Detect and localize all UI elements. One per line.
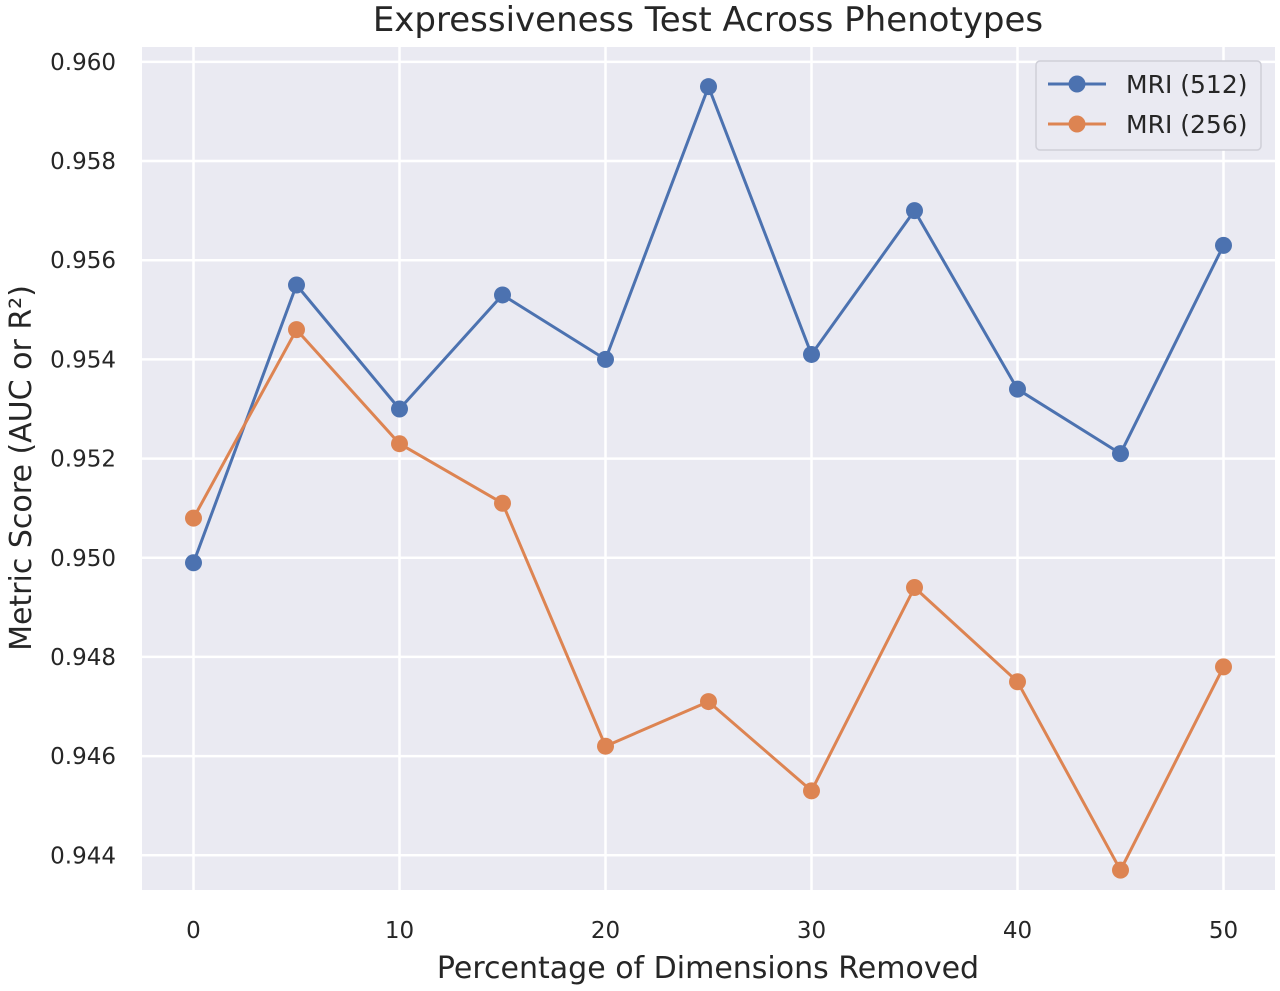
data-point-mri-256 [391,435,408,453]
legend-label-mri-512: MRI (512) [1126,70,1247,99]
x-tick-label: 50 [1209,918,1238,944]
series-layer [185,78,1232,879]
x-axis-label: Percentage of Dimensions Removed [437,951,979,986]
y-tick-label: 0.960 [50,50,116,76]
legend: MRI (512) MRI (256) [1035,60,1262,151]
data-point-mri-512 [597,350,614,368]
data-point-mri-512 [1009,380,1026,398]
data-point-mri-256 [1009,673,1026,691]
x-tick-label: 20 [591,918,620,944]
data-point-mri-512 [288,276,305,294]
y-tick-label: 0.958 [50,149,116,175]
y-axis-label: Metric Score (AUC or R²) [4,285,39,651]
y-tick-label: 0.954 [50,347,116,373]
y-tick-label: 0.956 [50,248,116,274]
data-point-mri-256 [803,782,820,800]
data-point-mri-512 [494,286,511,304]
ticks: 0 10 20 30 40 50 0.944 0.946 0.948 0.950 0.952 0.95… [50,50,1238,944]
y-tick-label: 0.948 [50,645,116,671]
y-tick-label: 0.950 [50,546,116,572]
data-point-mri-512 [185,554,202,572]
data-point-mri-256 [288,321,305,339]
y-tick-label: 0.946 [50,744,116,770]
data-point-mri-256 [494,494,511,512]
data-point-mri-256 [906,579,923,597]
grid [142,47,1275,890]
data-point-mri-512 [391,400,408,418]
plot-background [142,47,1275,890]
x-tick-label: 30 [797,918,826,944]
x-tick-label: 0 [186,918,201,944]
data-point-mri-256 [185,509,202,527]
data-point-mri-512 [700,78,717,96]
data-point-mri-512 [803,345,820,363]
y-tick-label: 0.944 [50,843,116,869]
data-point-mri-256 [597,737,614,755]
x-tick-label: 10 [385,918,414,944]
data-point-mri-256 [1112,861,1129,879]
chart-title: Expressiveness Test Across Phenotypes [373,0,1043,40]
data-point-mri-512 [1112,445,1129,463]
x-tick-label: 40 [1003,918,1032,944]
data-point-mri-512 [1215,236,1232,254]
y-tick-label: 0.952 [50,447,116,473]
data-point-mri-256 [700,693,717,711]
data-point-mri-512 [906,202,923,220]
legend-label-mri-256: MRI (256) [1126,110,1247,139]
data-point-mri-256 [1215,658,1232,676]
legend-marker-mri-256 [1068,115,1086,133]
legend-marker-mri-512 [1068,75,1086,93]
